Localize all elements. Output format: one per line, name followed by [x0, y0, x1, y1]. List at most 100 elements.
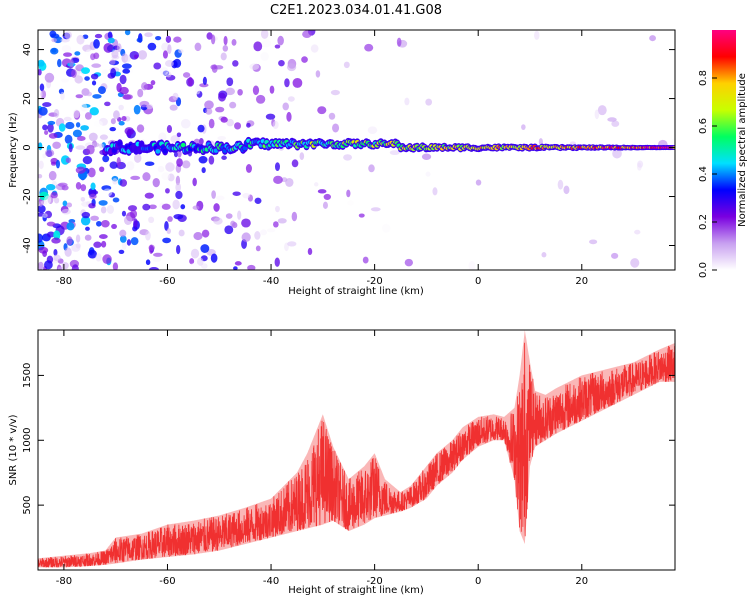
heatmap-cell [48, 170, 57, 181]
x-tick-label: -80 [56, 276, 72, 287]
heatmap-cell [89, 107, 99, 116]
heatmap-cell [343, 61, 350, 69]
heatmap-cell [230, 220, 236, 227]
heatmap-cell [649, 35, 656, 42]
heatmap-cell [101, 219, 110, 228]
x-tick-label: -60 [159, 276, 175, 287]
heatmap-cell [224, 225, 234, 235]
heatmap-cell [38, 261, 44, 270]
heatmap-cell [278, 59, 285, 67]
heatmap-cell [218, 92, 226, 102]
heatmap-cell [188, 76, 193, 87]
y-tick-label: -40 [22, 237, 33, 253]
heatmap-cell [50, 161, 57, 166]
heatmap-cell [255, 94, 266, 104]
heatmap-cell [201, 167, 206, 174]
heatmap-cell [58, 123, 66, 132]
heatmap-cell [670, 138, 675, 147]
heatmap-cell [196, 257, 204, 266]
heatmap-cell [112, 177, 118, 185]
heatmap-cell [63, 116, 72, 122]
heatmap-cell [226, 118, 235, 127]
heatmap-cell [130, 237, 139, 246]
heatmap-cell [50, 47, 59, 55]
heatmap-cell [237, 88, 243, 96]
heatmap-cell [89, 193, 97, 200]
heatmap-cell [192, 205, 200, 210]
heatmap-cell [234, 261, 242, 266]
heatmap-cell [382, 223, 391, 233]
heatmap-cell [166, 228, 171, 234]
heatmap-cell [330, 89, 340, 96]
heatmap-cell [91, 63, 102, 68]
heatmap-cell [213, 203, 220, 212]
heatmap-cell [241, 232, 251, 243]
heatmap-cell [53, 249, 58, 256]
heatmap-cell [176, 158, 183, 167]
heatmap-cell [57, 266, 65, 270]
heatmap-cell [210, 34, 216, 45]
heatmap-cell [80, 125, 89, 131]
heatmap-cell [121, 240, 127, 250]
heatmap-cell [126, 239, 132, 246]
heatmap-cell [310, 44, 319, 53]
heatmap-cell [86, 144, 95, 155]
heatmap-cell [101, 69, 109, 75]
heatmap-cell [92, 94, 102, 99]
heatmap-cell [42, 102, 52, 108]
heatmap-cell [42, 213, 48, 218]
colorbar-tick-label: 0.8 [698, 70, 709, 86]
heatmap-cell [75, 166, 86, 174]
heatmap-cell [159, 67, 169, 76]
colorbar-tick-label: 0.2 [698, 214, 709, 230]
heatmap-cell [274, 257, 280, 267]
heatmap-cell [534, 30, 540, 40]
heatmap-cell [93, 241, 102, 248]
heatmap-cell [175, 175, 181, 186]
heatmap-cell [589, 239, 598, 245]
heatmap-cell [112, 197, 120, 203]
heatmap-cell [176, 132, 182, 138]
heatmap-cell [66, 236, 73, 246]
heatmap-cell [81, 211, 91, 219]
heatmap-cell [38, 204, 46, 214]
heatmap-cell [210, 253, 218, 263]
heatmap-cell [95, 253, 102, 262]
heatmap-cell [124, 127, 135, 136]
heatmap-cell [211, 64, 218, 73]
heatmap-cell [322, 201, 328, 209]
heatmap-cell [231, 39, 237, 46]
heatmap-cell [328, 112, 336, 120]
heatmap-cell [81, 67, 90, 75]
heatmap-cell [75, 234, 81, 243]
heatmap-cell [127, 205, 138, 212]
heatmap-cell [266, 228, 276, 233]
heatmap-cell [80, 196, 86, 202]
x-tick-label: -20 [366, 576, 382, 587]
heatmap-cell [157, 165, 165, 173]
heatmap-cell [111, 49, 119, 59]
heatmap-cell [133, 218, 138, 228]
heatmap-cell [109, 126, 117, 132]
heatmap-cell [150, 80, 156, 86]
heatmap-cell [44, 260, 53, 270]
heatmap-cell [241, 218, 251, 228]
heatmap-cell [594, 109, 600, 120]
heatmap-cell [61, 78, 69, 83]
heatmap-cell [165, 35, 172, 43]
heatmap-cell [265, 113, 276, 120]
heatmap-cell [152, 257, 162, 262]
heatmap-cell [164, 221, 169, 231]
heatmap-cell [260, 52, 269, 61]
heatmap-cell [119, 235, 127, 243]
heatmap-cell [223, 35, 228, 46]
heatmap-cell [521, 124, 526, 130]
heatmap-cell [142, 203, 151, 211]
heatmap-cell [84, 234, 92, 241]
colorbar-label: Normalized spectral amplitude [737, 73, 748, 227]
heatmap-cell [155, 149, 161, 154]
heatmap-cell [76, 135, 86, 141]
snr-x-axis-label: Height of straight line (km) [288, 585, 424, 596]
heatmap-cell [113, 110, 120, 120]
heatmap-cell [346, 189, 351, 198]
